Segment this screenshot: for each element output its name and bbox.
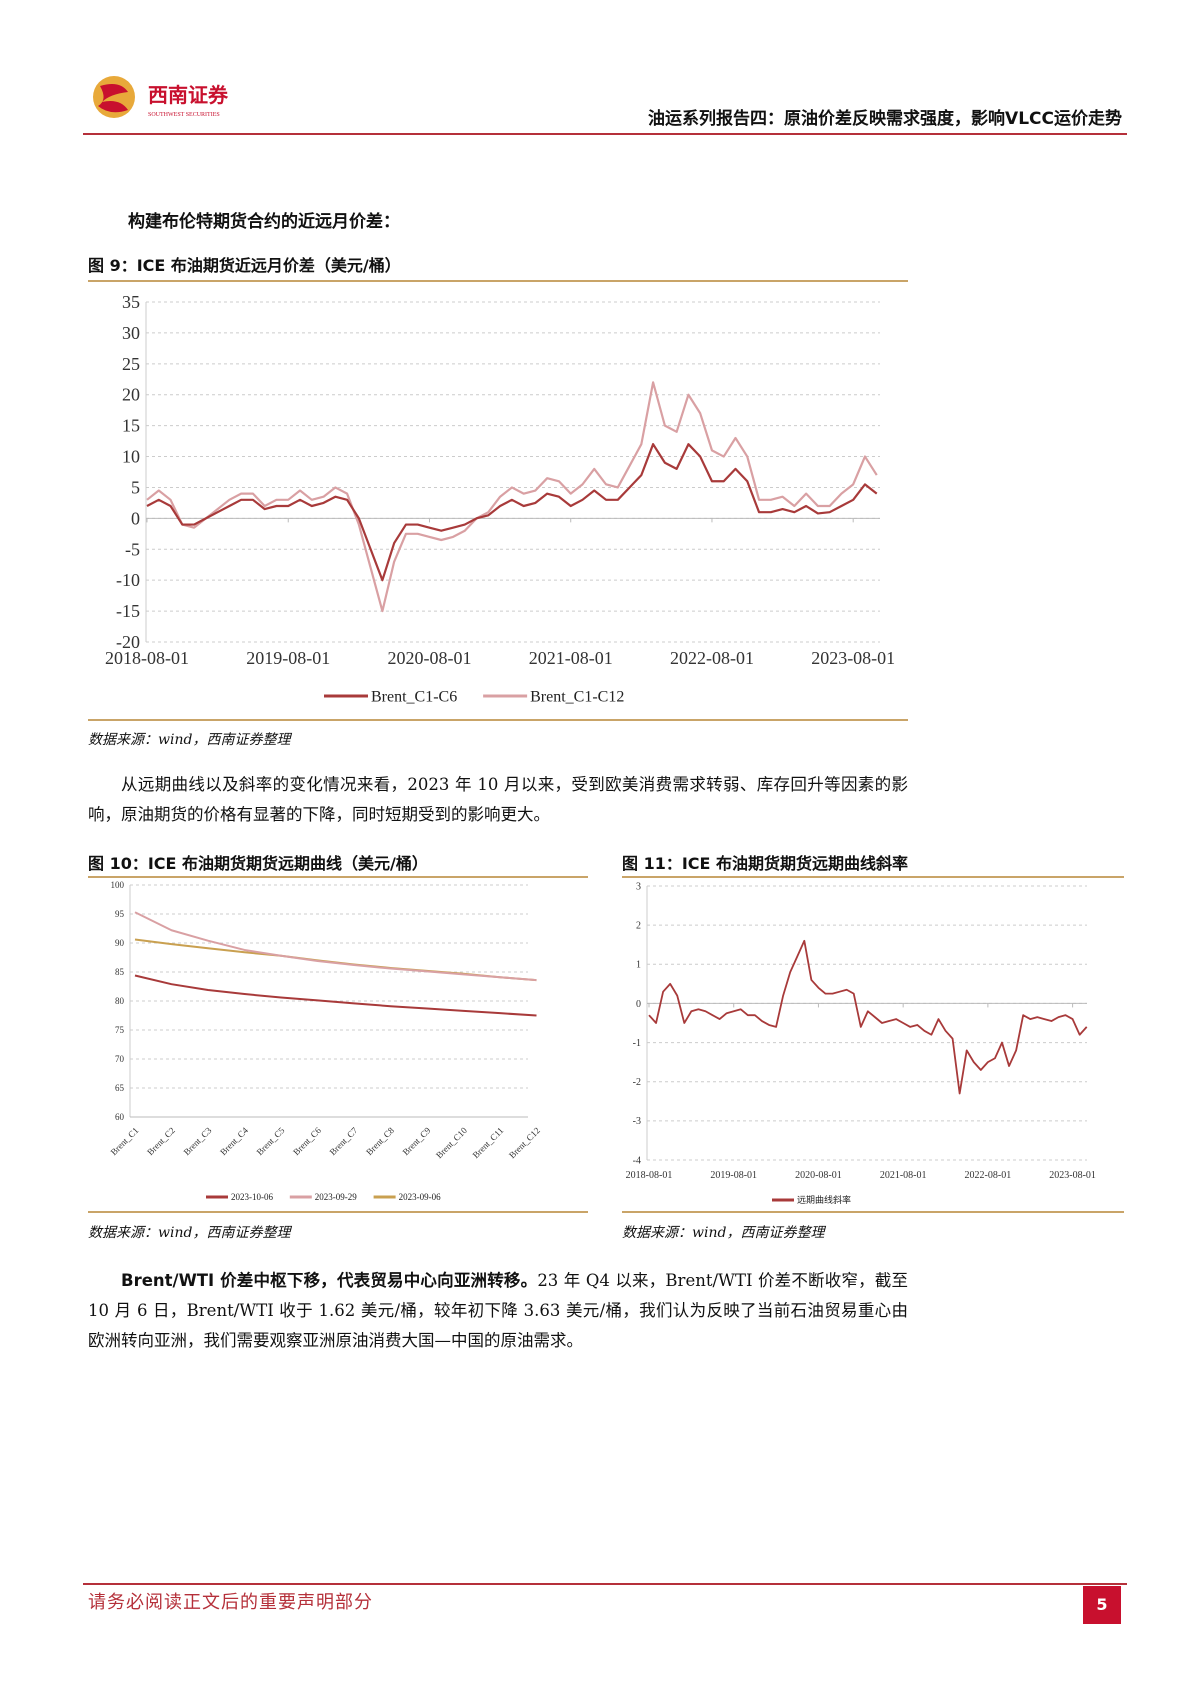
x-tick-label: Brent_C6 — [291, 1125, 323, 1157]
y-tick-label: -20 — [116, 632, 140, 652]
y-tick-label: 75 — [115, 1025, 125, 1035]
x-tick-label: 2018-08-01 — [105, 648, 189, 668]
y-tick-label: 60 — [115, 1112, 125, 1122]
y-tick-label: 90 — [115, 938, 125, 948]
fig10-title: 图 10：ICE 布油期货期货远期曲线（美元/桶） — [88, 854, 428, 873]
x-tick-label: Brent_C4 — [218, 1125, 250, 1157]
series-line-2023-10-06 — [134, 974, 537, 1017]
y-tick-label: -1 — [633, 1038, 641, 1049]
y-tick-label: 85 — [115, 967, 125, 977]
y-tick-label: 0 — [636, 999, 641, 1010]
y-tick-label: 20 — [122, 385, 140, 405]
y-tick-label: -10 — [116, 570, 140, 590]
y-tick-label: 2 — [636, 920, 641, 931]
y-tick-label: -2 — [633, 1077, 641, 1088]
y-tick-label: 30 — [122, 323, 140, 343]
fig10-source: 数据来源：wind，西南证券整理 — [88, 1225, 291, 1241]
x-tick-label: Brent_C12 — [507, 1125, 542, 1160]
svg-text:SOUTHWEST SECURITIES: SOUTHWEST SECURITIES — [148, 112, 220, 118]
intro-text: 构建布伦特期货合约的近远月价差： — [128, 212, 400, 232]
fig11-title: 图 11：ICE 布油期货期货远期曲线斜率 — [622, 854, 909, 873]
y-tick-label: 35 — [122, 292, 140, 312]
footer-disclaimer: 请务必阅读正文后的重要声明部分 — [88, 1592, 373, 1613]
x-tick-label: 2018-08-01 — [626, 1170, 673, 1181]
y-tick-label: 1 — [636, 960, 641, 971]
x-tick-label: Brent_C5 — [255, 1125, 287, 1157]
x-tick-label: Brent_C8 — [364, 1125, 396, 1157]
y-tick-label: 65 — [115, 1083, 125, 1093]
paragraph-2-lead: Brent/WTI 价差中枢下移，代表贸易中心向亚洲转移。 — [121, 1271, 538, 1290]
x-tick-label: 2021-08-01 — [880, 1170, 927, 1181]
x-tick-label: Brent_C2 — [145, 1125, 177, 1157]
legend-label: 远期曲线斜率 — [797, 1194, 851, 1205]
divider — [622, 876, 1124, 878]
series-line-2023-09-29 — [134, 911, 537, 982]
paragraph-2: Brent/WTI 价差中枢下移，代表贸易中心向亚洲转移。23 年 Q4 以来，… — [88, 1266, 908, 1356]
y-tick-label: 25 — [122, 354, 140, 374]
legend-label: Brent_C1-C12 — [530, 688, 624, 705]
series-line-Brent_C1-C12 — [146, 381, 878, 613]
y-tick-label: 3 — [636, 881, 641, 892]
x-tick-label: Brent_C3 — [182, 1125, 214, 1157]
x-tick-label: Brent_C10 — [434, 1125, 469, 1160]
series-line-2023-09-06 — [134, 938, 537, 982]
report-title: 油运系列报告四：原油价差反映需求强度，影响VLCC运价走势 — [648, 109, 1122, 129]
x-tick-label: Brent_C1 — [109, 1125, 141, 1157]
page-number: 5 — [1083, 1586, 1121, 1624]
divider — [88, 1211, 588, 1213]
divider — [88, 876, 588, 878]
y-tick-label: 5 — [131, 477, 140, 497]
x-tick-label: 2019-08-01 — [710, 1170, 757, 1181]
y-tick-label: 10 — [122, 447, 140, 467]
x-tick-label: Brent_C11 — [471, 1125, 506, 1160]
divider — [88, 280, 908, 282]
x-tick-label: 2020-08-01 — [795, 1170, 842, 1181]
y-tick-label: -15 — [116, 601, 140, 621]
divider — [622, 1211, 1124, 1213]
x-tick-label: Brent_C9 — [401, 1125, 433, 1157]
y-tick-label: 95 — [115, 909, 125, 919]
series-line-Brent_C1-C6 — [146, 443, 878, 582]
x-tick-label: 2021-08-01 — [529, 648, 613, 668]
fig11-source: 数据来源：wind，西南证券整理 — [622, 1225, 825, 1241]
x-tick-label: 2023-08-01 — [811, 648, 895, 668]
logo-emblem-icon: 西南证券 SOUTHWEST SECURITIES — [93, 76, 229, 118]
y-tick-label: -5 — [125, 539, 140, 559]
y-tick-label: 100 — [111, 880, 125, 890]
y-tick-label: -4 — [633, 1155, 641, 1166]
legend-label: 2023-10-06 — [231, 1192, 273, 1202]
legend-label: 2023-09-29 — [315, 1192, 357, 1202]
y-tick-label: -3 — [633, 1116, 641, 1127]
y-tick-label: 0 — [131, 508, 140, 528]
y-tick-label: 15 — [122, 416, 140, 436]
fig11-chart: 3 2 1 0 -1 -2 -3 -4 2018-08-01 2019-08-01 2020-08-… — [626, 881, 1096, 1205]
x-tick-label: 2019-08-01 — [246, 648, 330, 668]
x-tick-label: Brent_C7 — [328, 1125, 360, 1157]
paragraph-1: 从远期曲线以及斜率的变化情况来看，2023 年 10 月以来，受到欧美消费需求转… — [88, 775, 908, 824]
paragraph-2-body: 23 年 Q4 以来，Brent/WTI 价差不断收窄，截至 10 月 6 日，… — [88, 1271, 909, 1350]
legend-label: 2023-09-06 — [399, 1192, 441, 1202]
logo: 西南证券 SOUTHWEST SECURITIES — [90, 72, 250, 122]
header-divider — [83, 133, 1127, 135]
x-tick-label: 2022-08-01 — [670, 648, 754, 668]
x-tick-label: 2020-08-01 — [387, 648, 471, 668]
divider — [88, 719, 908, 721]
fig9-source: 数据来源：wind，西南证券整理 — [88, 732, 291, 748]
x-tick-label: 2022-08-01 — [965, 1170, 1012, 1181]
y-tick-label: 70 — [115, 1054, 125, 1064]
legend-label: Brent_C1-C6 — [371, 688, 457, 705]
y-tick-label: 80 — [115, 996, 125, 1006]
svg-text:西南证券: 西南证券 — [148, 83, 229, 107]
fig9-title: 图 9：ICE 布油期货近远月价差（美元/桶） — [88, 256, 401, 275]
series-line-远期曲线斜率 — [648, 939, 1088, 1095]
footer-divider — [83, 1583, 1127, 1585]
x-tick-label: 2023-08-01 — [1049, 1170, 1096, 1181]
